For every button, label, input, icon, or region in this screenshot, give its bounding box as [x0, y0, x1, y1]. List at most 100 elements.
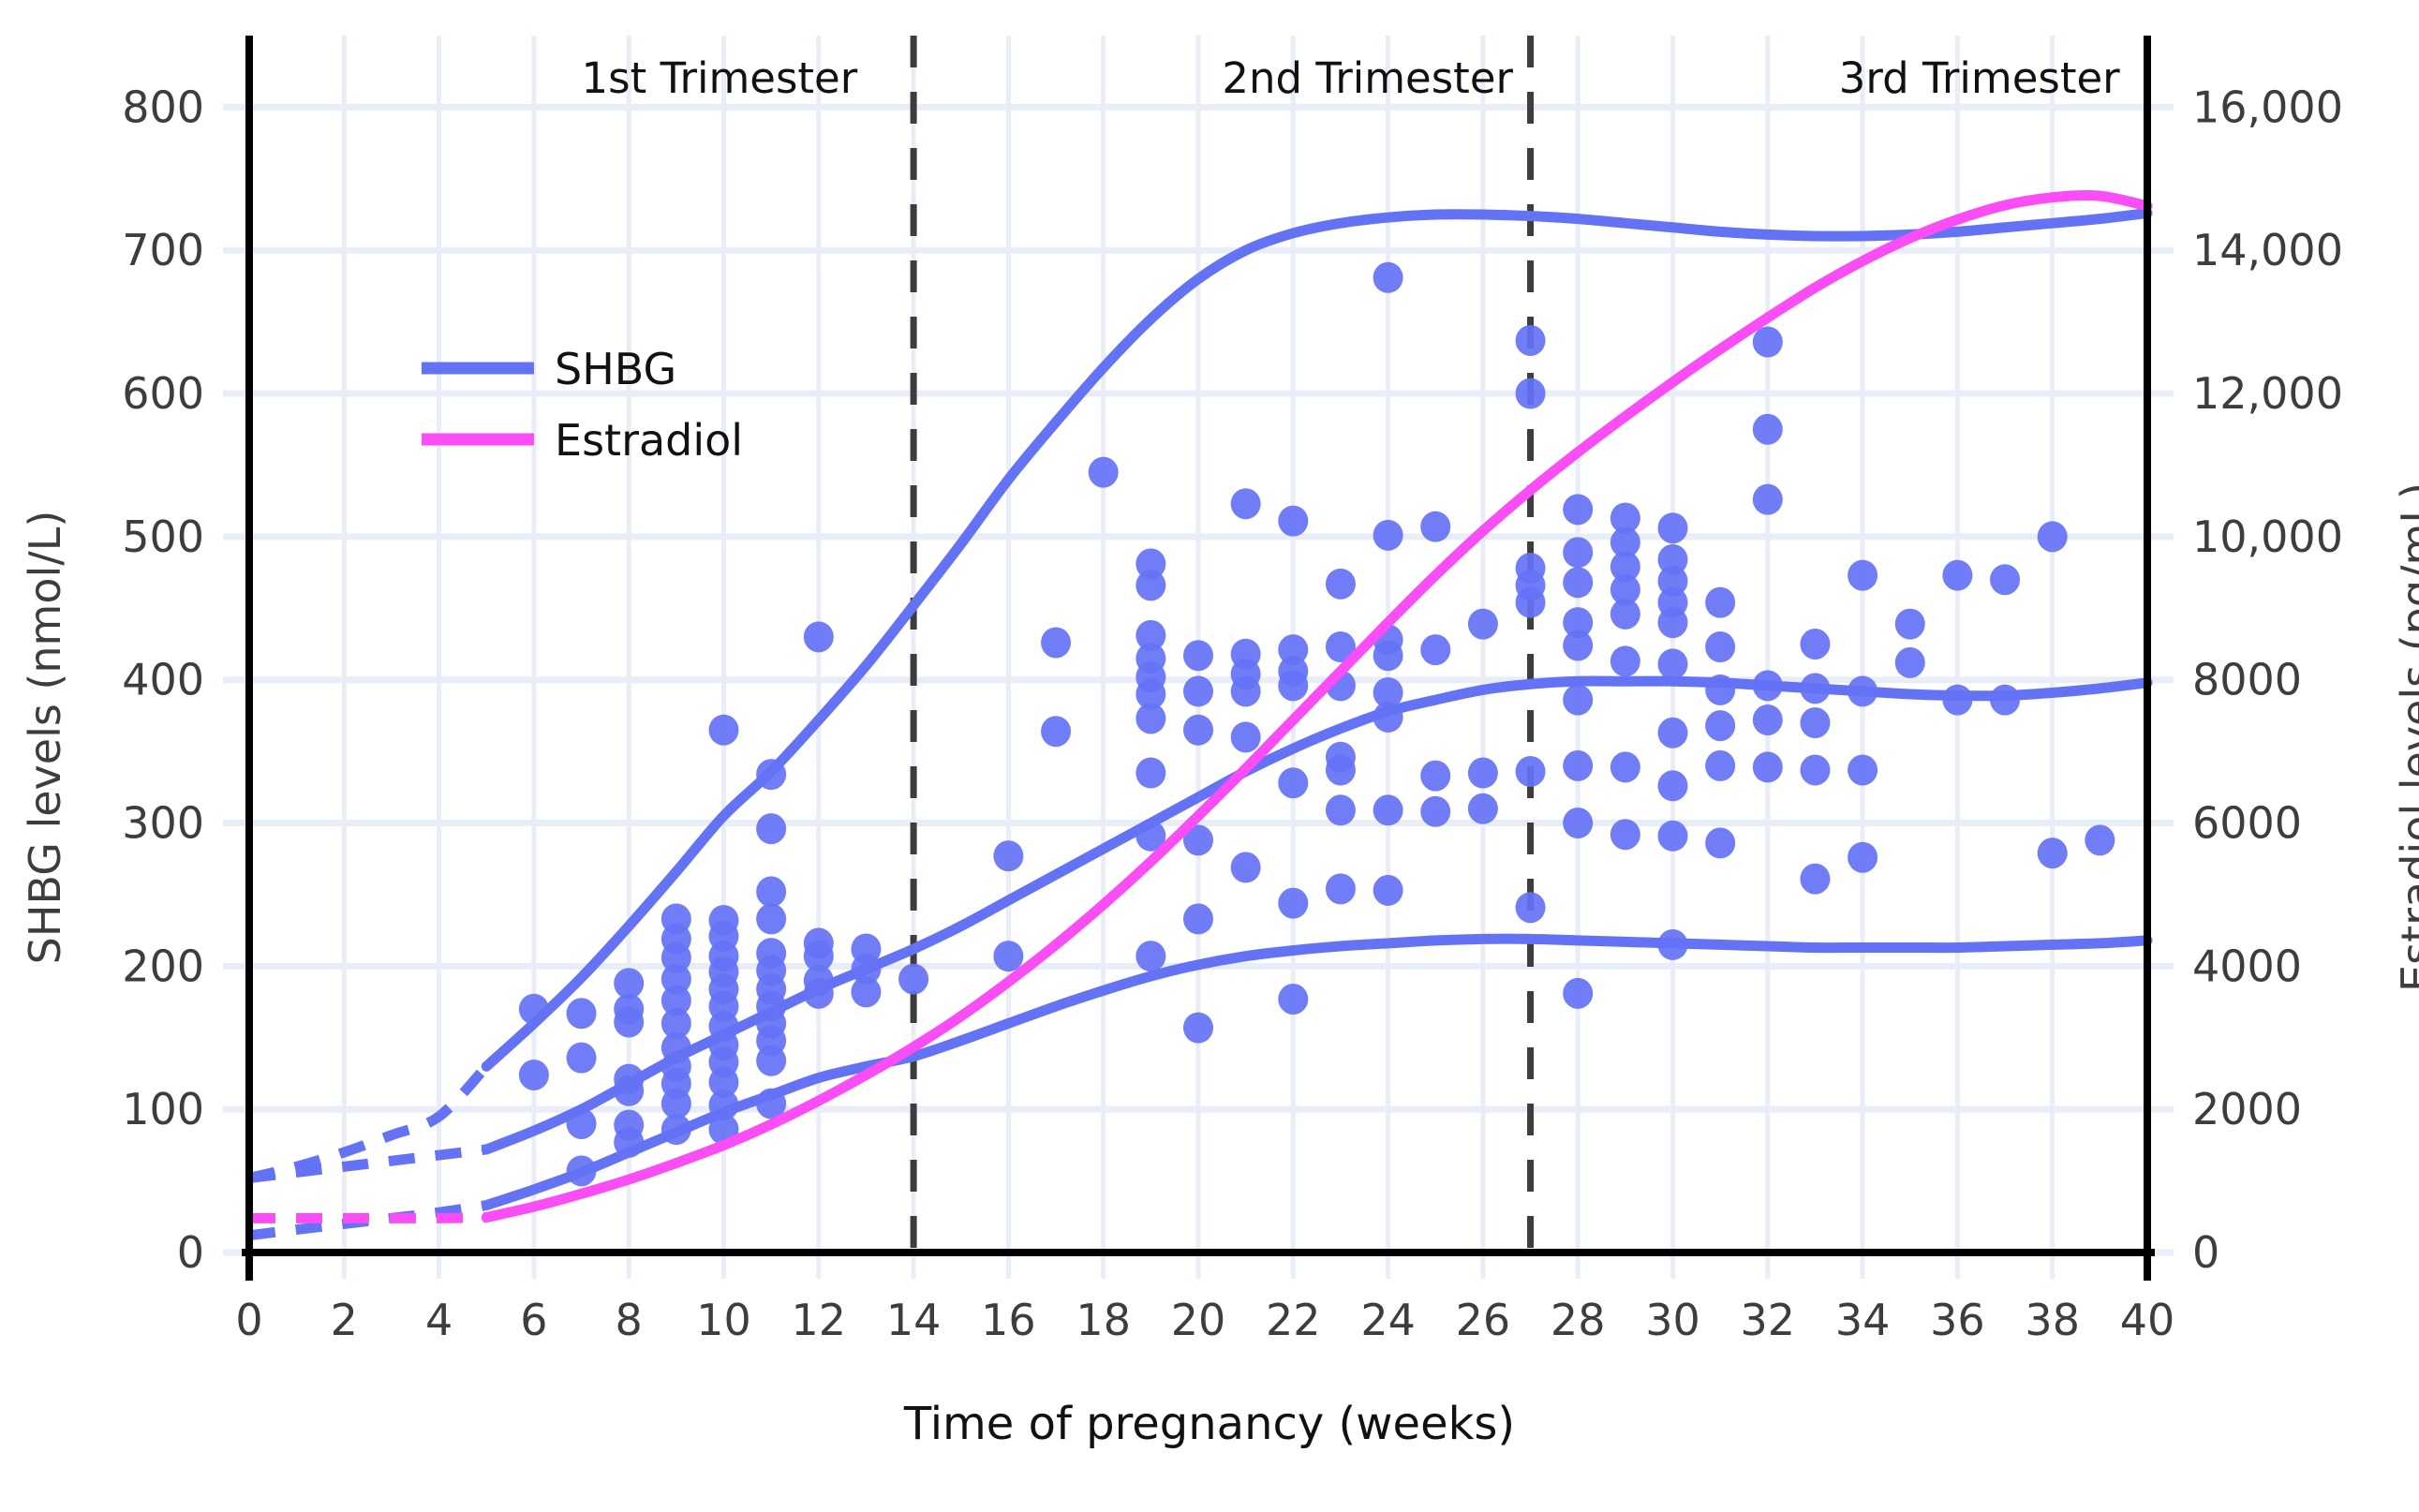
scatter-point [1563, 567, 1594, 599]
curves-layer [247, 190, 2153, 1241]
scatter-point [1942, 559, 1973, 591]
scatter-point [566, 1042, 597, 1074]
scatter-point [708, 714, 739, 746]
scatter-point [1135, 619, 1166, 651]
scatter-point [1800, 629, 1831, 660]
y-tick-label-right: 4000 [2192, 941, 2302, 991]
scatter-point [1705, 710, 1736, 742]
scatter-point [1563, 607, 1594, 639]
scatter-point [1657, 820, 1688, 852]
x-tick-label: 22 [1266, 1295, 1321, 1345]
scatter-point [1373, 874, 1403, 906]
x-tick-label: 32 [1741, 1295, 1796, 1345]
scatter-point [1610, 645, 1640, 677]
scatter-point [708, 1066, 739, 1098]
scatter-point [1563, 749, 1594, 781]
scatter-point [756, 903, 787, 935]
legend: SHBG Estradiol [422, 344, 743, 466]
scatter-point [1657, 512, 1688, 544]
scatter-point [1135, 678, 1166, 710]
scatter-point [1563, 537, 1594, 569]
scatter-point [803, 941, 834, 972]
scatter-point [1752, 751, 1783, 783]
scatter-point [1563, 977, 1594, 1009]
scatter-point [1894, 646, 1925, 678]
scatter-point [1990, 564, 2021, 596]
y-axis-label-left: SHBG levels (nmol/L) [20, 510, 70, 965]
x-tick-label: 0 [235, 1295, 262, 1345]
scatter-point [1278, 670, 1309, 702]
curve-extrapolated-shbg-50th-percentile-median- [248, 1144, 487, 1183]
scatter-point [1278, 505, 1309, 537]
x-tick-label: 8 [616, 1295, 643, 1345]
scatter-point [1467, 793, 1498, 824]
scatter-point [1515, 756, 1546, 788]
y-tick-label-left: 0 [177, 1227, 204, 1278]
y-tick-label-right: 10,000 [2192, 511, 2343, 562]
x-tick-label: 12 [792, 1295, 847, 1345]
scatter-point [1610, 573, 1640, 605]
x-tick-label: 40 [2120, 1295, 2175, 1345]
scatter-point [1230, 721, 1261, 753]
x-tick-label: 16 [981, 1295, 1036, 1345]
scatter-point [993, 941, 1024, 972]
y-tick-label-left: 300 [122, 798, 204, 849]
x-tick-label: 24 [1360, 1295, 1416, 1345]
scatter-point [1515, 325, 1546, 357]
scatter-point [2037, 521, 2068, 553]
scatter-point [1325, 568, 1356, 600]
scatter-point [1705, 749, 1736, 781]
scatter-point [1563, 808, 1594, 839]
y-tick-label-right: 0 [2192, 1227, 2219, 1278]
scatter-point [1230, 488, 1261, 520]
x-tick-label: 6 [520, 1295, 547, 1345]
scatter-point [1373, 794, 1403, 826]
x-tick-label: 38 [2025, 1295, 2080, 1345]
scatter-point [1183, 1012, 1213, 1044]
x-axis-label: Time of pregnancy (weeks) [903, 1398, 1516, 1450]
scatter-point [1135, 570, 1166, 601]
x-tick-label: 30 [1645, 1295, 1700, 1345]
scatter-point [1373, 519, 1403, 551]
scatter-point [1278, 767, 1309, 799]
scatter-point [1230, 675, 1261, 707]
scatter-point [660, 963, 691, 995]
curve-shbg-50th-percentile-median- [481, 675, 2153, 1155]
curve-estradiol [481, 190, 2153, 1223]
scatter-point [1800, 707, 1831, 739]
y-tick-label-right: 8000 [2192, 655, 2302, 705]
y-tick-label-right: 16,000 [2192, 82, 2343, 132]
scatter-point [1278, 984, 1309, 1015]
x-tick-label: 34 [1835, 1295, 1891, 1345]
scatter-point [1848, 559, 1878, 591]
scatter-point [756, 813, 787, 845]
y-tick-label-left: 600 [122, 368, 204, 419]
y-axis-label-right: Estradiol levels (pg/mL) [2392, 482, 2419, 992]
x-tick-label: 10 [696, 1295, 751, 1345]
scatter-point [1752, 483, 1783, 515]
scatter-point [1183, 824, 1213, 856]
scatter-point [1467, 608, 1498, 640]
scatter-point [1610, 551, 1640, 583]
curve-extrapolated-shbg-97-5th-percentile [247, 1062, 491, 1183]
scatter-point [1563, 630, 1594, 661]
scatter-point [1420, 795, 1451, 827]
scatter-point [1373, 640, 1403, 672]
scatter-point [614, 968, 645, 1000]
scatter-point [1800, 754, 1831, 786]
scatter-point [1041, 716, 1072, 748]
scatter-point [1515, 378, 1546, 409]
scatter-point [898, 963, 929, 995]
scatter-point [1610, 819, 1640, 851]
scatter-point [1183, 714, 1213, 746]
scatter-point [1467, 757, 1498, 789]
scatter-point [660, 985, 691, 1016]
scatter-point [1420, 511, 1451, 542]
scatter-point [1848, 841, 1878, 873]
scatter-point [1135, 548, 1166, 580]
scatter-point [1894, 608, 1925, 640]
tick-labels-layer: 0100200300400500600700800020004000600080… [122, 82, 2343, 1345]
scatter-point [1610, 751, 1640, 783]
scatter-point [1088, 456, 1119, 488]
